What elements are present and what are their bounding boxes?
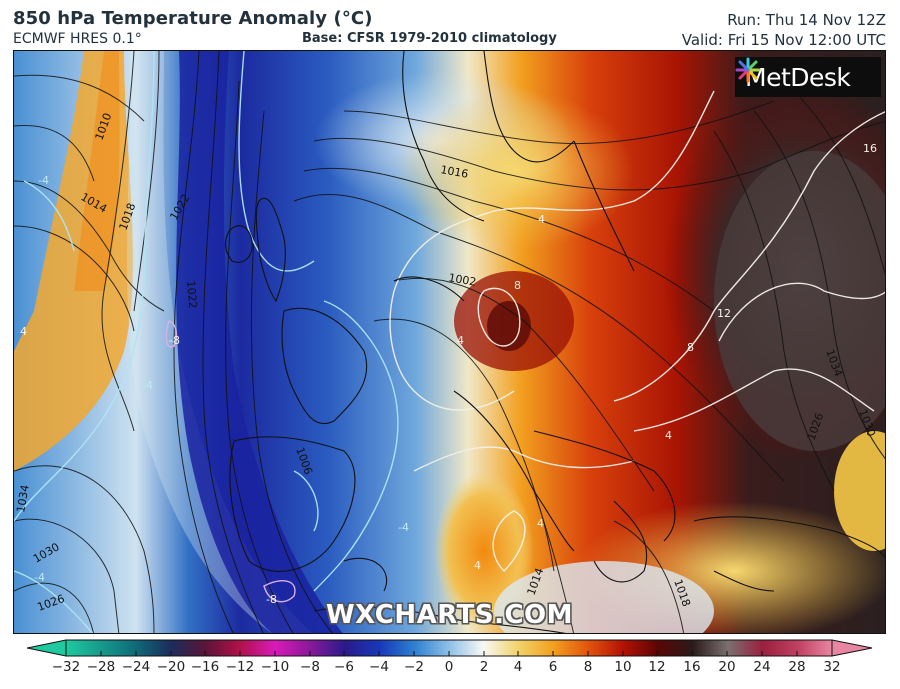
colorbar-tick: 4 <box>513 659 523 675</box>
valid-time-label: Valid: Fri 15 Nov 12:00 UTC <box>681 31 886 49</box>
model-label: ECMWF HRES 0.1° <box>13 31 142 47</box>
isobar-label: 1022 <box>184 280 199 309</box>
colorbar-tick: 0 <box>444 659 454 675</box>
colorbar-tick: −8 <box>300 659 320 675</box>
anomaly-label: 4 <box>538 213 545 226</box>
isobar-label: 1002 <box>447 271 477 289</box>
anomaly-map: 1010 1014 1018 1022 1022 1034 1030 1026 … <box>13 50 886 634</box>
colorbar <box>27 639 873 657</box>
colorbar-tick: −4 <box>369 659 389 675</box>
anomaly-label: 12 <box>717 307 731 320</box>
isobar-label: 1034 <box>14 484 32 514</box>
chart-title: 850 hPa Temperature Anomaly (°C) <box>13 8 373 29</box>
run-time-label: Run: Thu 14 Nov 12Z <box>727 11 886 29</box>
colorbar-tick: −12 <box>225 659 255 675</box>
anomaly-label: -4 <box>398 521 409 534</box>
colorbar-tick: 28 <box>788 659 806 675</box>
colorbar-tick: 2 <box>479 659 489 675</box>
isobar-label: 1016 <box>439 163 469 181</box>
anomaly-label: -4 <box>34 571 45 584</box>
base-climatology-label: Base: CFSR 1979-2010 climatology <box>302 31 557 46</box>
colorbar-tick-labels: −32 −28 −24 −20 −16 −12 −10 −8 −6 −4 −2 … <box>0 659 900 679</box>
colorbar-tick: −24 <box>121 659 151 675</box>
colorbar-tick: −28 <box>86 659 116 675</box>
colorbar-tick: −16 <box>190 659 220 675</box>
map-field-graphic: 1010 1014 1018 1022 1022 1034 1030 1026 … <box>14 51 885 633</box>
metdesk-logo: MetDesk <box>735 57 881 97</box>
anomaly-label: 8 <box>687 341 694 354</box>
anomaly-label: 4 <box>537 517 544 530</box>
colorbar-tick: 8 <box>583 659 593 675</box>
wxcharts-watermark: WXCHARTS.COM <box>326 600 574 630</box>
colorbar-tick: 24 <box>753 659 771 675</box>
starburst-icon <box>735 57 761 83</box>
anomaly-label: 16 <box>863 142 877 155</box>
colorbar-tick: 12 <box>648 659 666 675</box>
colorbar-tick: −10 <box>260 659 290 675</box>
anomaly-label: -8 <box>169 334 180 347</box>
colorbar-tick: −32 <box>51 659 81 675</box>
anomaly-label: -4 <box>142 379 153 392</box>
anomaly-label: 4 <box>20 325 27 338</box>
metdesk-logo-text: MetDesk <box>745 62 851 92</box>
colorbar-tick: 32 <box>823 659 841 675</box>
anomaly-label: 4 <box>457 334 464 347</box>
colorbar-tick: 20 <box>718 659 736 675</box>
colorbar-tick: 10 <box>614 659 632 675</box>
colorbar-tick: 6 <box>548 659 558 675</box>
anomaly-label: 4 <box>474 559 481 572</box>
colorbar-tick: 16 <box>683 659 701 675</box>
colorbar-tick: −2 <box>404 659 424 675</box>
anomaly-label: 8 <box>514 279 521 292</box>
colorbar-tick: −20 <box>156 659 186 675</box>
anomaly-label: -4 <box>38 174 49 187</box>
colorbar-tick: −6 <box>334 659 354 675</box>
anomaly-label: -8 <box>266 593 277 606</box>
anomaly-label: 4 <box>665 429 672 442</box>
